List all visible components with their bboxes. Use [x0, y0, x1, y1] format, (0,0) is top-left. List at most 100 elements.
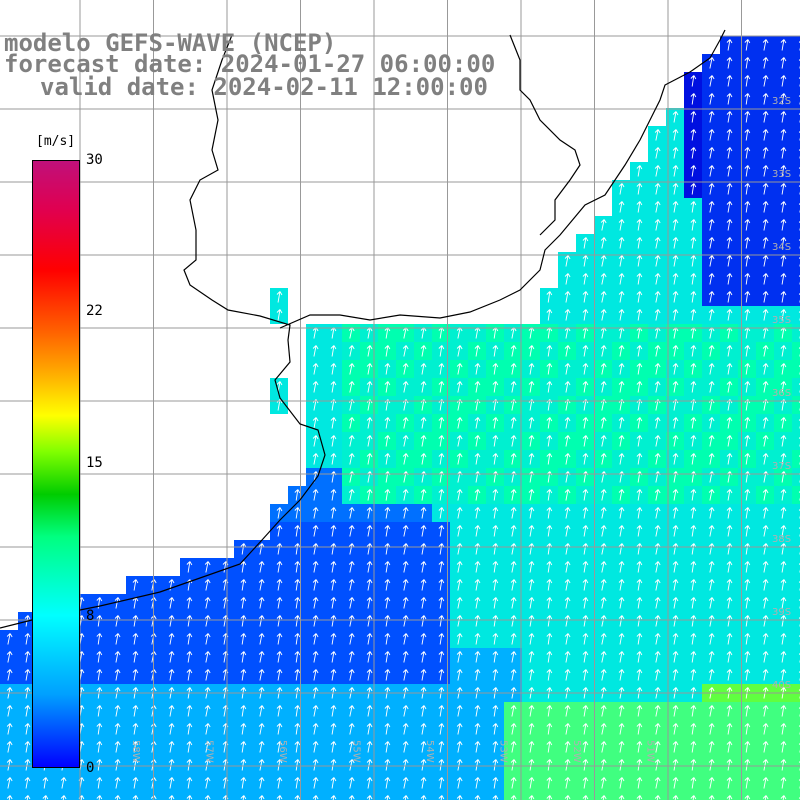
wind-arrow [582, 777, 589, 789]
wind-arrow [420, 579, 427, 591]
wind-arrow [762, 705, 769, 717]
wind-arrow [348, 651, 355, 663]
wind-arrow [672, 363, 679, 375]
wind-arrow [492, 579, 499, 591]
wind-arrow [708, 579, 715, 591]
wind-arrow [6, 741, 13, 753]
wind-arrow [294, 579, 301, 591]
wind-arrow [186, 561, 193, 573]
wind-arrow [438, 381, 445, 393]
wind-arrow [402, 579, 409, 591]
wind-arrow [600, 759, 607, 771]
wind-arrow [456, 525, 463, 537]
wind-arrow [294, 543, 301, 555]
wind-arrow [708, 219, 715, 231]
wind-arrow [438, 507, 445, 519]
wind-arrow [456, 615, 463, 627]
wind-arrow [654, 453, 661, 465]
wind-arrow [780, 381, 787, 393]
wind-arrow [240, 651, 247, 663]
wind-arrow [258, 651, 265, 663]
wind-arrow [708, 615, 715, 627]
wind-arrow [726, 633, 733, 645]
wind-speed-cell [792, 378, 800, 396]
wind-arrow [726, 57, 733, 69]
wind-arrow [348, 435, 355, 447]
wind-arrow [258, 795, 265, 800]
wind-arrow [582, 741, 589, 753]
wind-arrow [312, 795, 319, 800]
wind-speed-cell [792, 576, 800, 594]
wind-arrow [582, 255, 589, 267]
wind-arrow [636, 291, 643, 303]
wind-arrow [96, 615, 103, 627]
wind-arrow [420, 417, 427, 429]
wind-arrow [672, 291, 679, 303]
wind-arrow [762, 57, 769, 69]
wind-arrow [636, 777, 643, 789]
wind-arrow [474, 633, 481, 645]
wind-arrow [186, 759, 193, 771]
wind-arrow [438, 363, 445, 375]
wind-arrow [294, 741, 301, 753]
wind-arrow [294, 489, 301, 501]
wind-arrow [402, 345, 409, 357]
wind-arrow [168, 759, 175, 771]
wind-arrow [474, 741, 481, 753]
wind-arrow [384, 759, 391, 771]
wind-arrow [600, 489, 607, 501]
wind-arrow [420, 651, 427, 663]
wind-arrow [726, 507, 733, 519]
wind-arrow [474, 507, 481, 519]
wind-arrow [564, 597, 571, 609]
colorbar [32, 160, 80, 768]
wind-arrow [600, 381, 607, 393]
wind-arrow [492, 363, 499, 375]
wind-arrow [456, 417, 463, 429]
wind-arrow [618, 291, 625, 303]
wind-arrow [528, 597, 535, 609]
wind-arrow [456, 741, 463, 753]
wind-arrow [618, 507, 625, 519]
longitude-label: 52W [571, 740, 582, 763]
wind-arrow [528, 651, 535, 663]
wind-arrow [186, 741, 193, 753]
wind-arrow [510, 363, 517, 375]
wind-arrow [168, 723, 175, 735]
wind-arrow [330, 741, 337, 753]
wind-arrow [726, 759, 733, 771]
wind-arrow [510, 669, 517, 681]
wind-arrow [762, 273, 769, 285]
wind-arrow [546, 543, 553, 555]
wind-arrow [762, 219, 769, 231]
title-model: modelo GEFS-WAVE (NCEP) [4, 29, 337, 57]
wind-arrow [672, 795, 679, 800]
wind-arrow [654, 237, 661, 249]
wind-arrow [438, 741, 445, 753]
wind-arrow [438, 795, 445, 800]
wind-arrow [690, 669, 697, 681]
wind-arrow [366, 435, 373, 447]
wind-arrow [312, 633, 319, 645]
wind-arrow [420, 507, 427, 519]
wind-arrow [258, 741, 265, 753]
wind-arrow [582, 705, 589, 717]
wind-arrow [600, 507, 607, 519]
wind-arrow [186, 723, 193, 735]
wind-arrow [474, 597, 481, 609]
wind-arrow [780, 309, 787, 321]
wind-arrow [438, 705, 445, 717]
wind-arrow [600, 525, 607, 537]
wind-speed-cell [792, 540, 800, 558]
wind-arrow [672, 651, 679, 663]
wind-arrow [726, 417, 733, 429]
wind-arrow [474, 543, 481, 555]
wind-speed-cell [792, 126, 800, 144]
wind-arrow [168, 615, 175, 627]
wind-arrow [582, 291, 589, 303]
wind-arrow [402, 543, 409, 555]
wind-arrow [654, 147, 661, 159]
wind-arrow [744, 525, 751, 537]
wind-arrow [600, 273, 607, 285]
wind-arrow [276, 633, 283, 645]
